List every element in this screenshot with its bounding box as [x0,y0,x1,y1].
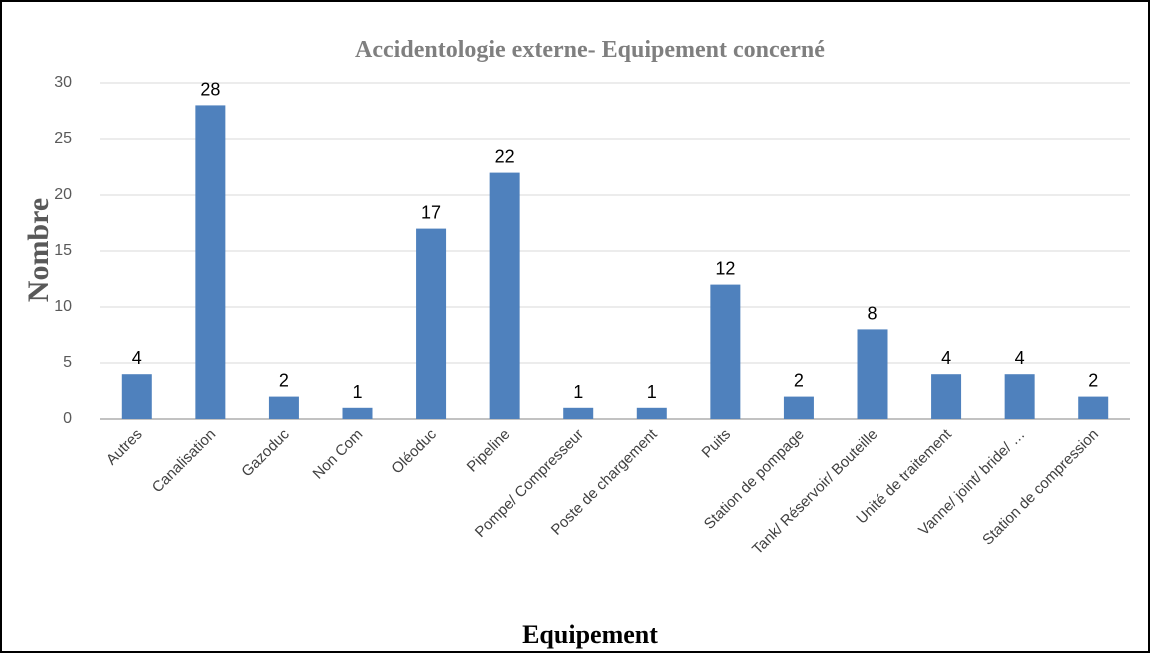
y-tick-label: 20 [54,186,72,203]
bar [1078,396,1109,419]
data-label: 17 [421,203,441,223]
data-label: 2 [279,371,289,391]
data-label: 1 [573,382,583,402]
data-label: 1 [647,382,657,402]
bar [342,407,373,419]
data-label: 4 [1015,348,1025,368]
y-tick-label: 25 [54,130,72,147]
bar [489,172,520,419]
y-axis-label: Nombre [22,198,55,302]
bar [268,396,299,419]
y-tick-label: 5 [63,354,72,371]
bar [636,407,667,419]
data-label: 12 [715,259,735,279]
data-label: 28 [200,79,220,99]
y-tick-label: 30 [54,74,72,91]
y-tick-label: 15 [54,242,72,259]
data-label: 1 [352,382,362,402]
bar [416,228,447,419]
y-tick-label: 10 [54,298,72,315]
bar [783,396,814,419]
bar [121,374,152,419]
bar [195,105,226,420]
x-axis-label: Equipement [522,620,658,649]
bar [931,374,962,419]
bar [710,284,741,419]
bar [857,329,888,419]
data-label: 4 [941,348,951,368]
data-label: 2 [794,371,804,391]
data-label: 22 [495,147,515,167]
data-label: 2 [1088,371,1098,391]
data-label: 8 [867,303,877,323]
bar [563,407,594,419]
bar [1004,374,1035,419]
data-label: 4 [132,348,142,368]
y-tick-label: 0 [63,410,72,427]
chart-title: Accidentologie externe- Equipement conce… [355,37,825,63]
